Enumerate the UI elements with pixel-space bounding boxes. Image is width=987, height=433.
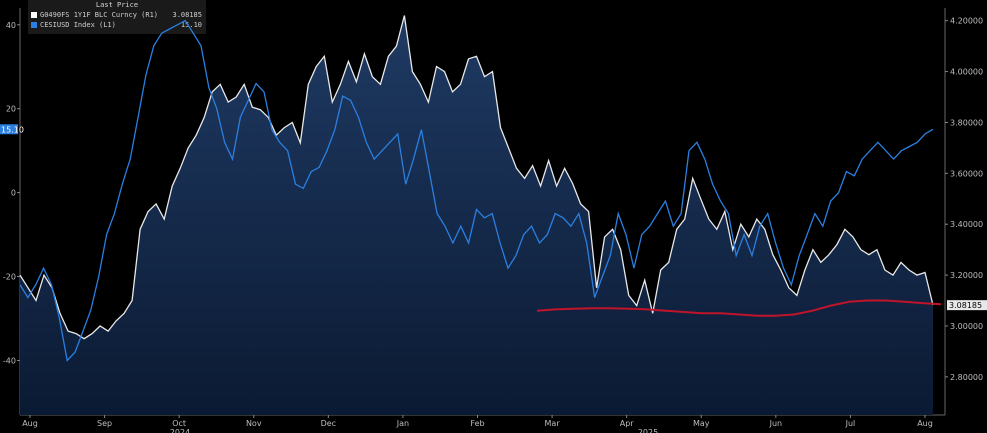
right-tick-label: 3.80000 <box>950 118 983 127</box>
x-tick-label: Jun <box>769 419 783 428</box>
left-tick-label: 40 <box>6 21 16 30</box>
legend-swatch-white <box>31 12 37 18</box>
left-tick-label: -40 <box>3 356 16 365</box>
year-label: 2025 <box>638 428 658 433</box>
x-tick-label: Mar <box>545 419 561 428</box>
x-tick-label: Aug <box>22 419 38 428</box>
legend-item[interactable]: CESIUSD Index (L1) 15.10 <box>28 20 206 30</box>
right-tick-label: 3.20000 <box>950 271 983 280</box>
right-tick-label: 3.40000 <box>950 220 983 229</box>
legend-item-name: CESIUSD Index (L1) <box>40 21 116 29</box>
legend-box: Last Price G0490FS 1Y1F BLC Curncy (R1) … <box>28 0 206 34</box>
left-value-tag <box>0 124 18 135</box>
legend-item[interactable]: G0490FS 1Y1F BLC Curncy (R1) 3.08185 <box>28 10 206 20</box>
right-tick-label: 4.00000 <box>950 68 983 77</box>
x-tick-label: Jan <box>396 419 409 428</box>
right-value-tag <box>947 300 987 311</box>
legend-swatch-blue <box>31 22 37 28</box>
right-tick-label: 2.80000 <box>950 373 983 382</box>
legend-item-value: 3.08185 <box>172 11 202 19</box>
forward-rate-line <box>19 15 934 340</box>
x-tick-label: Feb <box>470 419 484 428</box>
cesi-index-line <box>19 19 934 362</box>
right-tick-label: 3.00000 <box>950 322 983 331</box>
left-tick-label: 20 <box>6 105 16 114</box>
legend-item-value: 15.10 <box>180 21 202 29</box>
right-value-tag-label: 3.08185 <box>949 301 982 310</box>
left-value-tag-label: 15.10 <box>1 125 24 134</box>
red-series-line <box>536 299 942 317</box>
right-tick-label: 4.20000 <box>950 17 983 26</box>
legend-header: Last Price <box>95 1 139 9</box>
x-tick-label: Apr <box>620 419 635 428</box>
left-tick-label: 0 <box>11 189 16 198</box>
year-label: 2024 <box>170 428 190 433</box>
x-tick-label: May <box>693 419 710 428</box>
x-tick-label: Oct <box>172 419 186 428</box>
left-tick-label: -20 <box>3 273 16 282</box>
x-tick-label: Sep <box>97 419 112 428</box>
x-tick-label: Nov <box>246 419 262 428</box>
x-tick-label: Dec <box>321 419 336 428</box>
x-tick-label: Aug <box>917 419 933 428</box>
right-tick-label: 3.60000 <box>950 169 983 178</box>
legend-item-name: G0490FS 1Y1F BLC Curncy (R1) <box>40 11 159 19</box>
forward-rate-area <box>20 15 933 415</box>
x-tick-label: Jul <box>845 419 856 428</box>
